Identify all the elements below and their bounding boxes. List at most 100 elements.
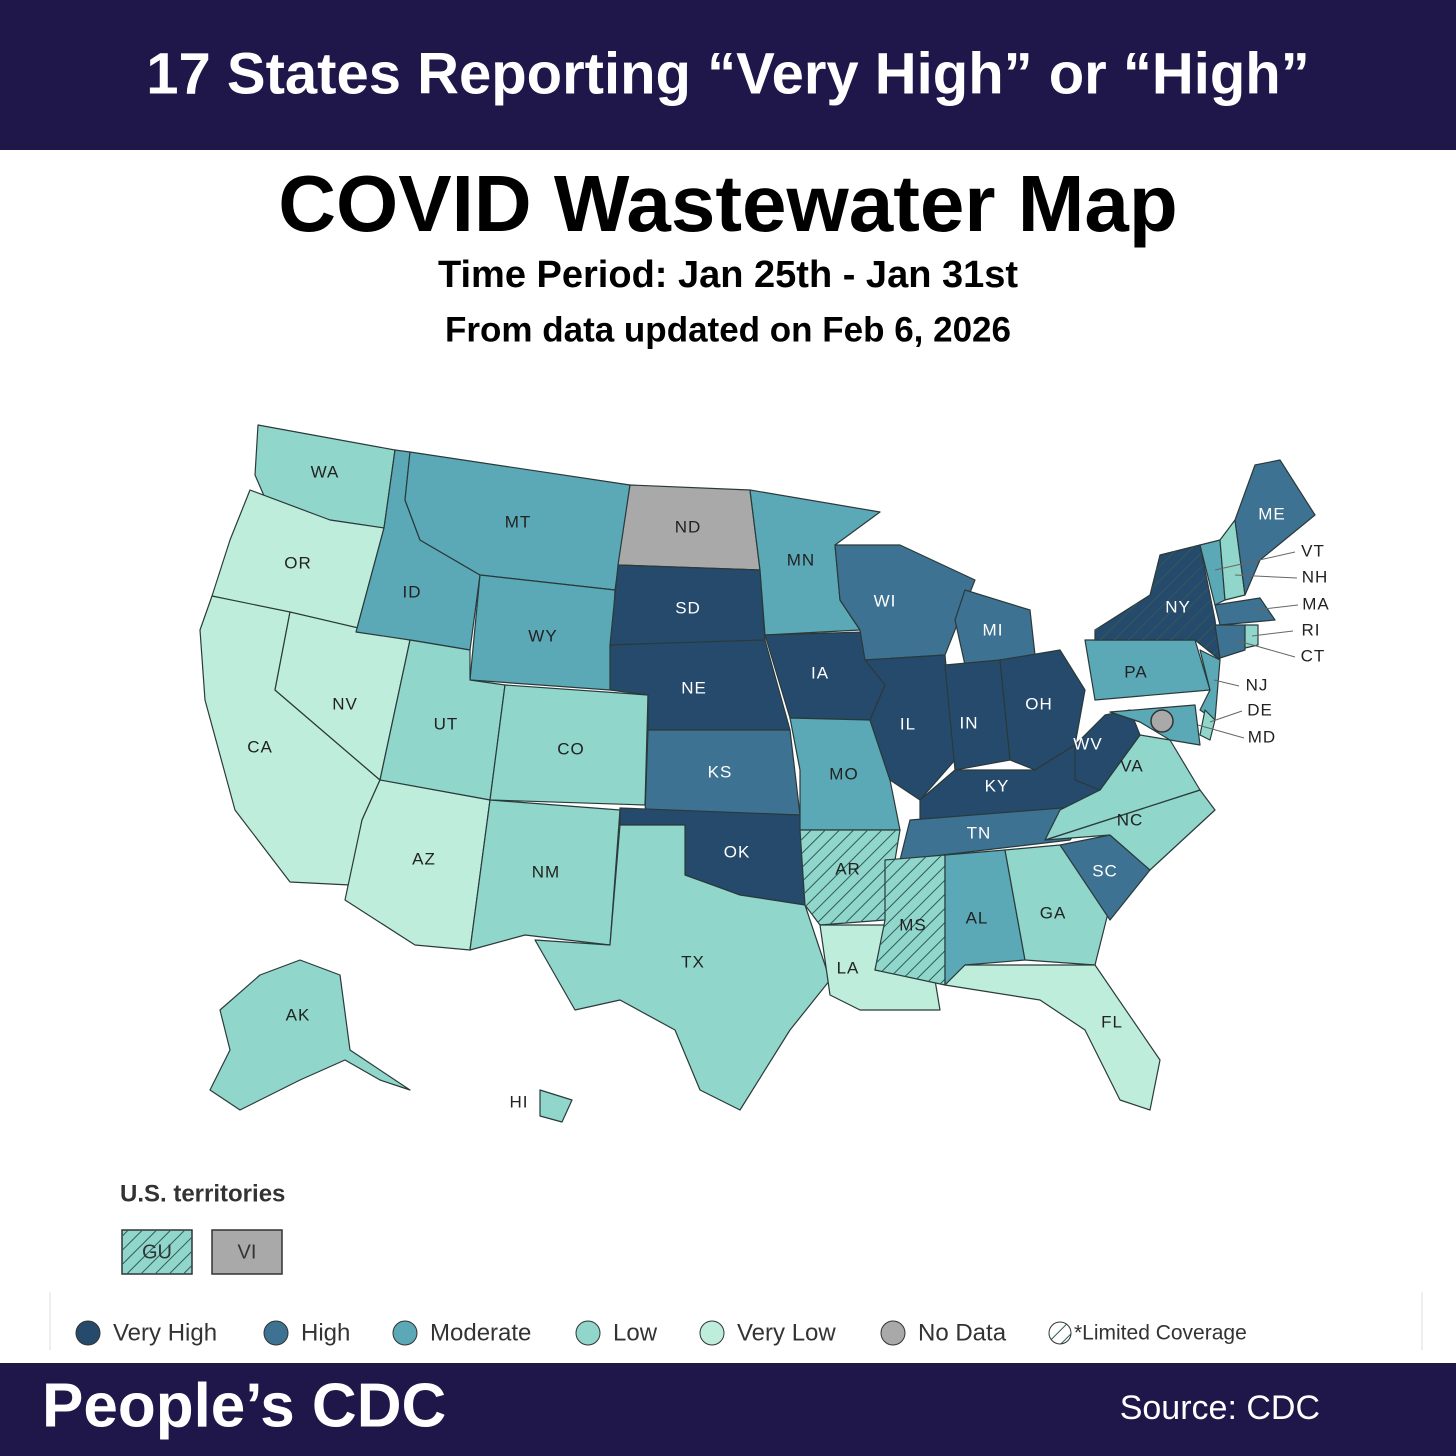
- territories: GU VI: [121, 1229, 283, 1275]
- state: [1214, 624, 1246, 659]
- legend-label: No Data: [918, 1319, 1007, 1346]
- header-bar: [0, 0, 1456, 150]
- state-label: NC: [1117, 810, 1144, 829]
- title: COVID Wastewater Map: [278, 159, 1177, 248]
- state-label: OH: [1025, 694, 1053, 713]
- leader-line: [1213, 679, 1240, 687]
- state-label: MT: [505, 512, 532, 531]
- state-label: MN: [787, 550, 815, 569]
- state-label: DE: [1247, 700, 1273, 719]
- state-label: AK: [286, 1005, 311, 1024]
- state-label: LA: [837, 958, 860, 977]
- state-label: TN: [967, 823, 992, 842]
- state-label: KS: [708, 762, 733, 781]
- legend-swatch: [392, 1320, 418, 1346]
- state-label: MD: [1248, 727, 1276, 746]
- state-label: NM: [532, 862, 560, 881]
- state-label: NJ: [1246, 675, 1269, 694]
- state-label: OK: [724, 842, 751, 861]
- leader-line: [1254, 604, 1299, 611]
- state-label: NY: [1165, 597, 1191, 616]
- state-label: WY: [528, 626, 557, 645]
- state-label: ID: [403, 582, 422, 601]
- state-label: PA: [1124, 662, 1147, 681]
- state-label: NE: [681, 678, 707, 697]
- state-label: GA: [1040, 903, 1067, 922]
- state-label: AZ: [412, 849, 436, 868]
- state-label: VA: [1120, 756, 1143, 775]
- state: [1214, 597, 1276, 626]
- updated-note: From data updated on Feb 6, 2026: [445, 310, 1011, 349]
- state-label: WI: [874, 591, 897, 610]
- state-label: FL: [1101, 1012, 1123, 1031]
- state-label: OR: [284, 553, 312, 572]
- state-label: KY: [985, 776, 1010, 795]
- state-label: CT: [1301, 646, 1326, 665]
- limited-hatch: [1095, 545, 1220, 660]
- subtitle: Time Period: Jan 25th - Jan 31st: [438, 254, 1018, 296]
- source: Source: CDC: [1120, 1389, 1320, 1427]
- limited-hatch: [875, 855, 945, 985]
- leader-line: [1197, 724, 1245, 739]
- state: [469, 799, 621, 951]
- leader-line: [1251, 630, 1294, 637]
- limited-hatch: [800, 830, 900, 925]
- state: [1244, 624, 1259, 649]
- leader-line: [1209, 710, 1243, 723]
- map: WA OR CA NV ID MT WY UT CO AZ NM ND SD NE KS OK TX MN IA MO…: [199, 424, 1330, 1123]
- leader-line: [1234, 639, 1296, 658]
- legend-swatch: [1048, 1321, 1072, 1345]
- state-label: VT: [1301, 541, 1325, 560]
- state-label: MS: [899, 915, 927, 934]
- state-label: MO: [829, 764, 858, 783]
- state-label: ME: [1258, 504, 1286, 523]
- state-label: IN: [960, 713, 979, 732]
- footer-bar: [0, 1363, 1456, 1456]
- brand: People’s CDC: [42, 1371, 446, 1440]
- state-label: MI: [983, 620, 1004, 639]
- state-label: IA: [811, 663, 829, 682]
- legend-label: Very Low: [737, 1319, 836, 1346]
- legend-swatch: [880, 1320, 906, 1346]
- state: [1074, 709, 1141, 791]
- state-label: TX: [681, 952, 705, 971]
- header-title: 17 States Reporting “Very High” or “High…: [146, 41, 1309, 106]
- state: [944, 849, 1026, 986]
- legend-swatch: [575, 1320, 601, 1346]
- state: [1199, 709, 1216, 741]
- state: [539, 1089, 573, 1123]
- state-label: NV: [332, 694, 358, 713]
- legend-swatch: [263, 1320, 289, 1346]
- leader-line: [1234, 574, 1298, 579]
- legend-swatch: [75, 1320, 101, 1346]
- state-label: AL: [966, 908, 989, 927]
- legend-label: Moderate: [430, 1319, 531, 1346]
- state-label: NH: [1302, 567, 1329, 586]
- legend-label: High: [301, 1319, 350, 1346]
- leader-line: [1214, 551, 1296, 571]
- state-label: HI: [510, 1092, 529, 1111]
- state-label: WV: [1073, 734, 1102, 753]
- dc-marker: [1150, 709, 1174, 733]
- state-label: RI: [1302, 620, 1321, 639]
- territories-title: U.S. territories: [120, 1180, 285, 1207]
- state-label: AR: [835, 859, 861, 878]
- state-label: WA: [311, 462, 340, 481]
- limited-hatch: [122, 1230, 192, 1274]
- territory-label: VI: [238, 1241, 257, 1263]
- state-label: CO: [557, 739, 585, 758]
- state-label: CA: [247, 737, 273, 756]
- territory-label: GU: [142, 1241, 172, 1263]
- legend-label: *Limited Coverage: [1074, 1322, 1247, 1345]
- territory-box: [211, 1229, 283, 1275]
- state-label: ND: [675, 517, 702, 536]
- state-label: IL: [900, 714, 916, 733]
- legend-swatch: [699, 1320, 725, 1346]
- legend: Very High High Moderate Low Very Low No Data *…: [75, 1319, 1247, 1346]
- state-label: MA: [1302, 594, 1330, 613]
- state-label: UT: [434, 714, 459, 733]
- legend-label: Very High: [113, 1319, 217, 1346]
- state: [534, 824, 831, 1111]
- state: [899, 804, 1101, 861]
